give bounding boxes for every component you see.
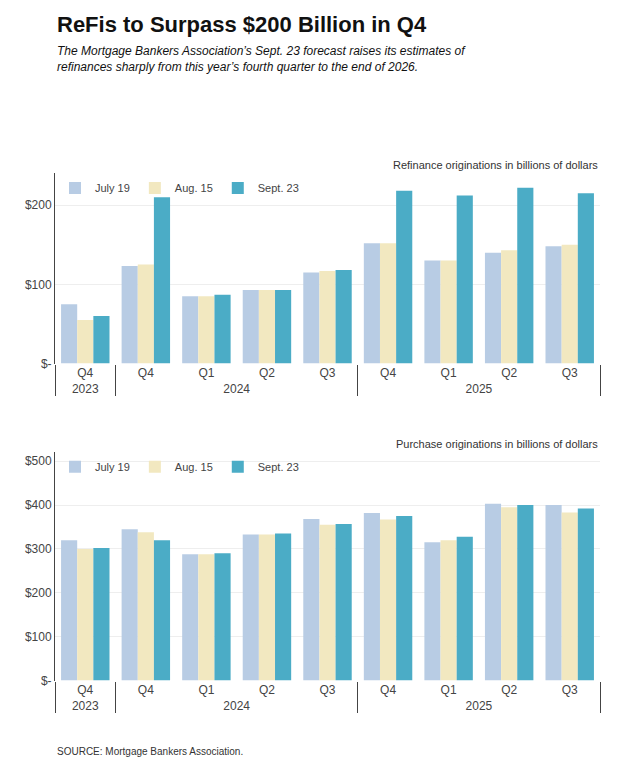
svg-text:$100: $100 <box>25 278 52 292</box>
svg-text:Q2: Q2 <box>501 366 517 380</box>
svg-text:Q4: Q4 <box>138 683 154 697</box>
svg-text:2024: 2024 <box>223 699 250 713</box>
svg-text:2023: 2023 <box>72 382 99 396</box>
svg-text:2023: 2023 <box>72 699 99 713</box>
svg-text:Q1: Q1 <box>441 366 457 380</box>
svg-text:Q2: Q2 <box>259 366 275 380</box>
svg-text:$200: $200 <box>25 586 52 600</box>
svg-text:Q1: Q1 <box>441 683 457 697</box>
svg-text:Q1: Q1 <box>198 683 214 697</box>
svg-text:The Mortgage Bankers Associati: The Mortgage Bankers Association’s Sept.… <box>57 44 466 74</box>
svg-text:Aug. 15: Aug. 15 <box>175 461 213 473</box>
svg-text:Q4: Q4 <box>77 683 93 697</box>
svg-text:$300: $300 <box>25 542 52 556</box>
svg-text:ReFis to Surpass $200 Billion: ReFis to Surpass $200 Billion in Q4 <box>57 12 427 37</box>
svg-text:$100: $100 <box>25 630 52 644</box>
svg-text:2025: 2025 <box>466 699 493 713</box>
svg-text:Q2: Q2 <box>259 683 275 697</box>
svg-text:Q3: Q3 <box>319 683 335 697</box>
svg-text:Aug. 15: Aug. 15 <box>175 182 213 194</box>
svg-text:Q4: Q4 <box>380 683 396 697</box>
svg-text:July 19: July 19 <box>95 182 130 194</box>
svg-text:Refinance originations in bill: Refinance originations in billions of do… <box>393 159 598 171</box>
svg-text:2025: 2025 <box>466 382 493 396</box>
svg-text:Q3: Q3 <box>562 366 578 380</box>
svg-text:Sept. 23: Sept. 23 <box>258 461 299 473</box>
svg-text:Q2: Q2 <box>501 683 517 697</box>
svg-text:$400: $400 <box>25 498 52 512</box>
svg-text:Q3: Q3 <box>319 366 335 380</box>
svg-text:Q4: Q4 <box>380 366 396 380</box>
svg-text:July 19: July 19 <box>95 461 130 473</box>
svg-text:$200: $200 <box>25 198 52 212</box>
svg-text:Q3: Q3 <box>562 683 578 697</box>
svg-text:$-: $- <box>41 357 52 371</box>
svg-text:Q1: Q1 <box>198 366 214 380</box>
svg-text:Q4: Q4 <box>138 366 154 380</box>
svg-text:2024: 2024 <box>223 382 250 396</box>
svg-text:SOURCE: Mortgage Bankers Assoc: SOURCE: Mortgage Bankers Association. <box>57 746 243 757</box>
svg-text:$500: $500 <box>25 454 52 468</box>
svg-text:Sept. 23: Sept. 23 <box>258 182 299 194</box>
svg-text:$-: $- <box>41 674 52 688</box>
svg-text:Q4: Q4 <box>77 366 93 380</box>
svg-text:Purchase originations in billi: Purchase originations in billions of dol… <box>396 438 598 450</box>
